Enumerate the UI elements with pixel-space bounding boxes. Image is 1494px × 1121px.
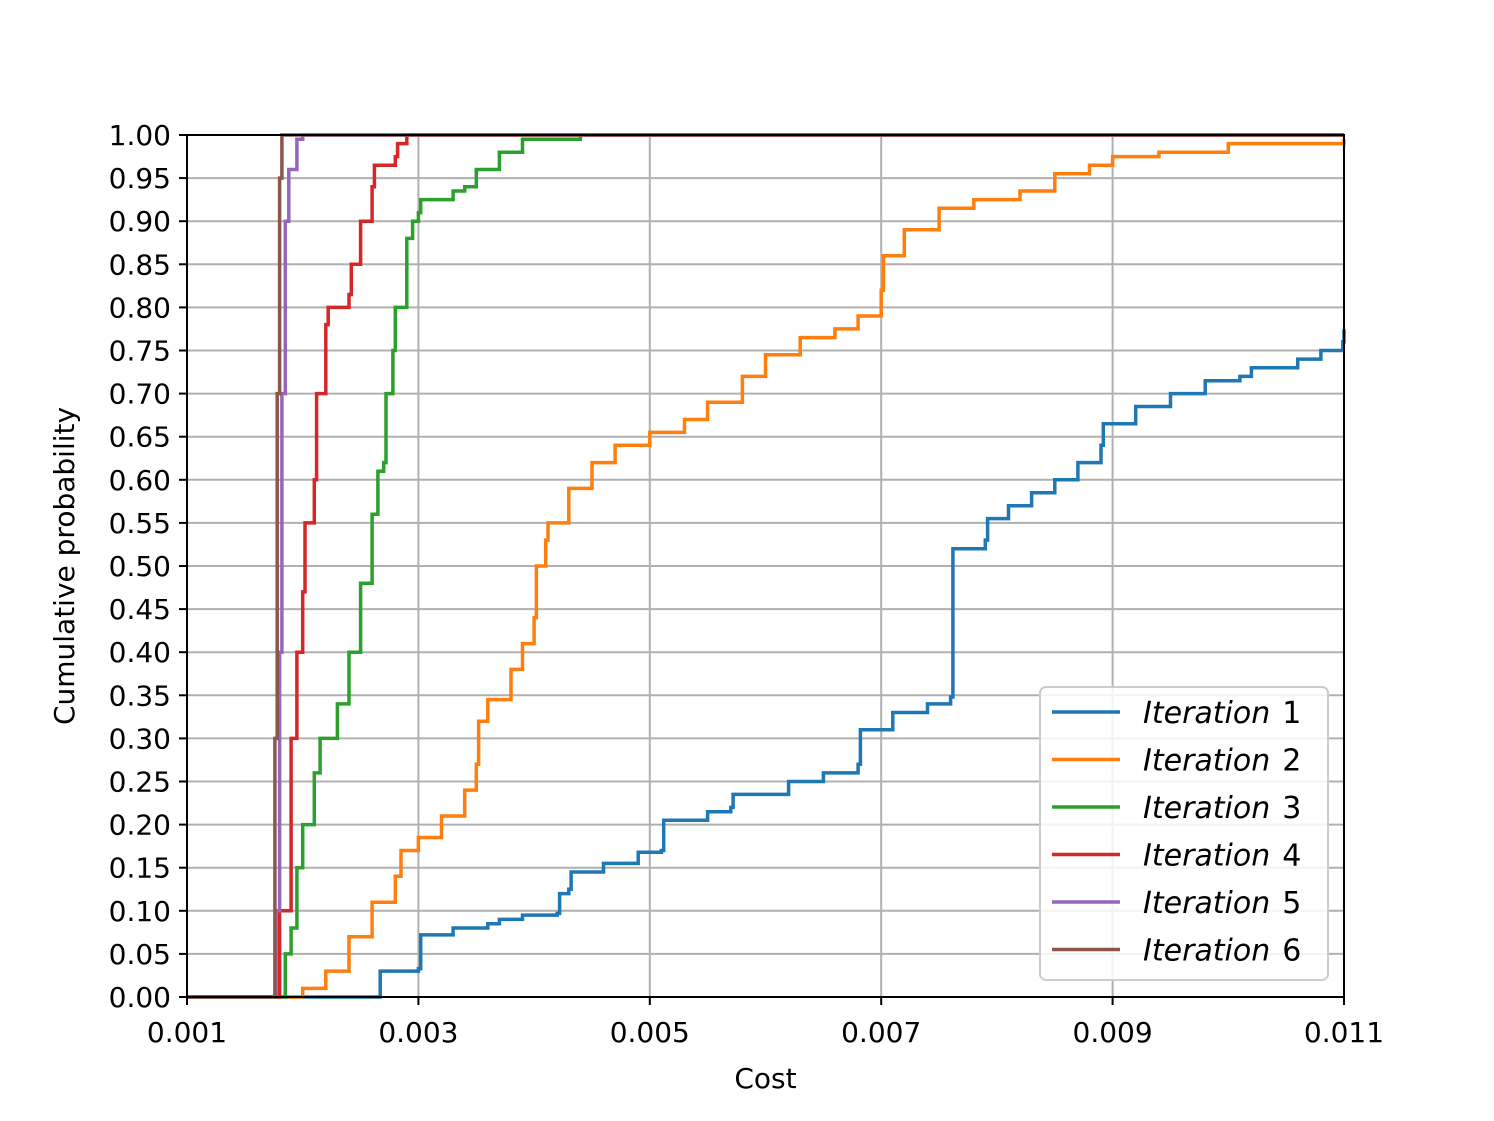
y-tick-label: 0.50	[109, 550, 171, 583]
legend-label: Iteration 3	[1143, 791, 1301, 826]
series-line-iteration-4	[187, 133, 1344, 999]
series-line-iteration-2	[187, 139, 1346, 999]
y-tick-label: 0.40	[109, 636, 171, 669]
y-tick-label: 0.20	[109, 809, 171, 842]
legend-label: Iteration 5	[1143, 886, 1301, 921]
y-tick-label: 0.30	[109, 722, 171, 755]
legend-label-prefix: Iteration	[1143, 934, 1270, 969]
legend-label-number: 6	[1282, 934, 1301, 969]
x-tick-label: 0.005	[610, 1016, 690, 1049]
series-line-iteration-3	[187, 133, 1344, 999]
legend-label: Iteration 4	[1143, 839, 1301, 874]
x-tick-label: 0.011	[1304, 1016, 1384, 1049]
y-tick-label: 0.10	[109, 895, 171, 928]
y-tick-label: 0.85	[109, 248, 171, 281]
y-tick-label: 0.90	[109, 205, 171, 238]
legend-label: Iteration 2	[1143, 744, 1301, 779]
legend-label-number: 1	[1282, 696, 1301, 731]
x-tick-label: 0.001	[147, 1016, 227, 1049]
series-line-iteration-1	[187, 328, 1346, 999]
legend-label-prefix: Iteration	[1143, 696, 1270, 731]
x-axis-label: Cost	[734, 1062, 796, 1095]
legend-label-number: 4	[1282, 839, 1301, 874]
y-tick-label: 0.35	[109, 679, 171, 712]
x-tick-label: 0.007	[841, 1016, 921, 1049]
legend-label-prefix: Iteration	[1143, 791, 1270, 826]
legend-label-prefix: Iteration	[1143, 744, 1270, 779]
legend-label-number: 5	[1282, 886, 1301, 921]
legend-label-number: 3	[1282, 791, 1301, 826]
y-tick-label: 0.95	[109, 162, 171, 195]
y-tick-label: 0.80	[109, 291, 171, 324]
legend: Iteration 1 Iteration 2 Iteration 3 Iteration 4…	[1039, 686, 1329, 981]
y-tick-label: 0.00	[109, 981, 171, 1014]
y-axis-label: Cumulative probability	[48, 407, 81, 725]
legend-label: Iteration 1	[1143, 696, 1301, 731]
legend-label-prefix: Iteration	[1143, 886, 1270, 921]
series-lines	[187, 133, 1346, 999]
y-tick-label: 0.55	[109, 507, 171, 540]
y-tick-label: 0.75	[109, 335, 171, 368]
legend-label: Iteration 6	[1143, 934, 1301, 969]
y-tick-label: 0.15	[109, 852, 171, 885]
y-tick-label: 0.60	[109, 464, 171, 497]
legend-label-number: 2	[1282, 744, 1301, 779]
y-tick-label: 0.45	[109, 593, 171, 626]
axis-ticks: 0.001 0.003 0.005 0.007 0.009 0.011 0.00 0.05 0.…	[109, 119, 1384, 1049]
legend-label-prefix: Iteration	[1143, 839, 1270, 874]
y-tick-label: 0.70	[109, 378, 171, 411]
x-tick-label: 0.009	[1073, 1016, 1153, 1049]
y-tick-label: 1.00	[109, 119, 171, 152]
y-tick-label: 0.25	[109, 766, 171, 799]
y-tick-label: 0.65	[109, 421, 171, 454]
y-tick-label: 0.05	[109, 938, 171, 971]
x-tick-label: 0.003	[378, 1016, 458, 1049]
